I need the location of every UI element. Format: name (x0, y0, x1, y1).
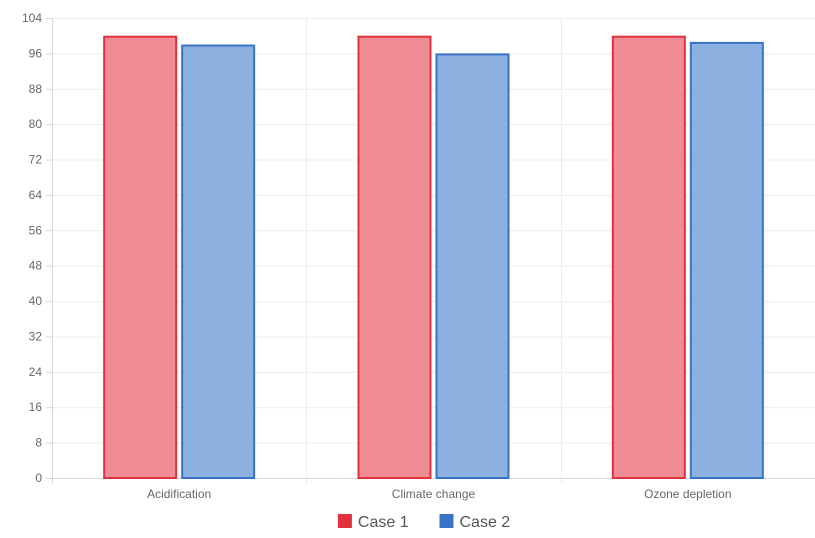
bars (103, 35, 764, 480)
x-category-label: Acidification (147, 487, 211, 501)
bar-case-2-acidification[interactable] (181, 44, 256, 480)
bar-case-1-acidification[interactable] (103, 35, 178, 479)
x-category-label: Ozone depletion (644, 487, 731, 501)
legend-label: Case 1 (358, 514, 409, 531)
axes: 0 8 16 24 32 40 48 56 64 72 80 88 96 104 Acidification… (22, 11, 732, 501)
y-tick-label: 40 (29, 294, 43, 308)
y-tick-label: 48 (29, 259, 43, 273)
y-tick-label: 0 (35, 471, 42, 485)
x-category-label: Climate change (392, 487, 476, 501)
y-tick-label: 32 (29, 329, 43, 343)
y-tick-label: 8 (35, 436, 42, 450)
bar-case-2-climate-change[interactable] (435, 53, 510, 480)
bar-case-1-climate-change[interactable] (357, 35, 432, 479)
y-tick-label: 104 (22, 11, 42, 25)
y-tick-label: 72 (29, 153, 43, 167)
legend[interactable]: Case 1 Case 2 (337, 514, 511, 531)
y-tick-label: 80 (29, 117, 43, 131)
bar-case-2-ozone-depletion[interactable] (689, 41, 764, 480)
legend-item-case-1[interactable]: Case 1 (337, 514, 409, 531)
bar-case-1-ozone-depletion[interactable] (611, 35, 686, 479)
y-tick-label: 64 (29, 188, 43, 202)
legend-swatch (439, 514, 454, 528)
legend-swatch (337, 514, 352, 528)
y-tick-label: 16 (29, 400, 43, 414)
y-tick-label: 24 (29, 365, 43, 379)
y-tick-label: 88 (29, 82, 43, 96)
grid-lines (46, 18, 815, 484)
legend-item-case-2[interactable]: Case 2 (439, 514, 511, 531)
y-tick-label: 56 (29, 223, 43, 237)
y-tick-label: 96 (29, 46, 43, 60)
legend-label: Case 2 (460, 514, 511, 531)
